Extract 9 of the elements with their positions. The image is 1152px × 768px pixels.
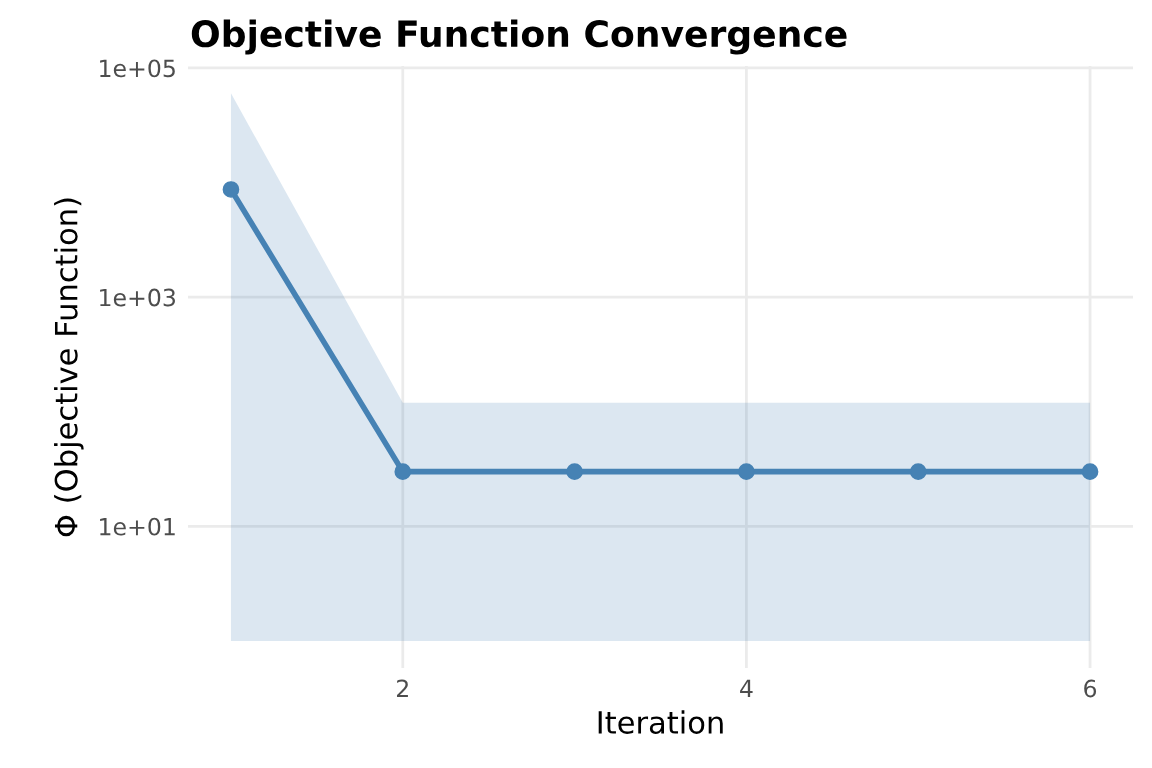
- x-tick-label: 6: [1084, 679, 1097, 698]
- y-axis-title: Φ (Objective Function): [54, 198, 84, 537]
- x-tick-label: 2: [396, 679, 408, 698]
- y-tick-label: 1e+01: [100, 517, 175, 536]
- chart-title: Objective Function Convergence: [191, 19, 847, 55]
- x-tick-label: 4: [740, 679, 753, 698]
- y-tick-label: 1e+05: [100, 59, 175, 78]
- y-tick-label: 1e+03: [100, 288, 175, 307]
- x-axis-title: Iteration: [598, 710, 723, 734]
